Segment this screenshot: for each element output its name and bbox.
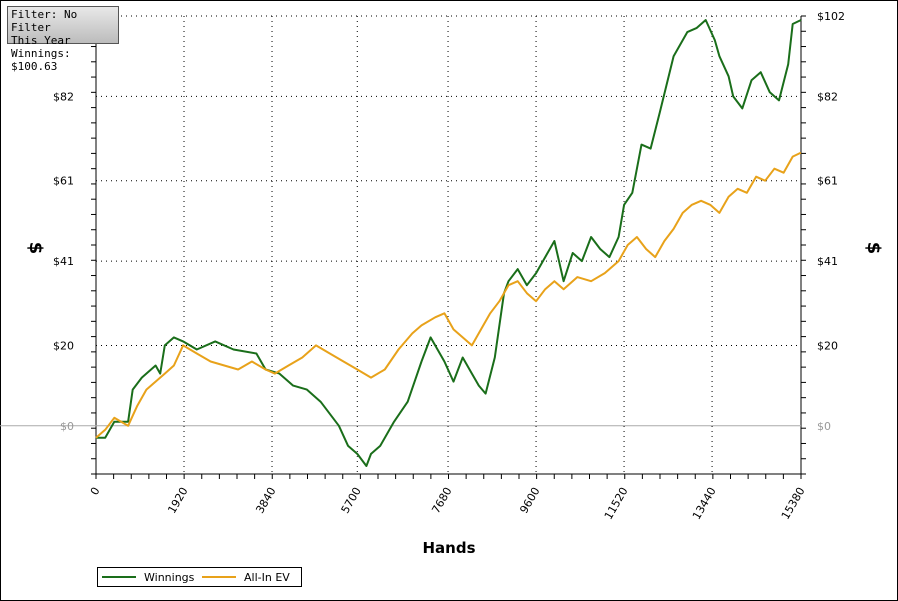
legend-item-winnings: Winnings xyxy=(102,570,194,584)
y-tick-label-right: $20 xyxy=(817,339,838,352)
series-line-all-in-ev xyxy=(95,151,802,439)
filter-text: Filter: No Filter xyxy=(11,8,78,34)
y-tick-label-left: $20 xyxy=(53,339,74,352)
x-tick-label: 13440 xyxy=(690,485,719,522)
y-tick-label-right: $102 xyxy=(817,10,845,23)
filter-info-box: Filter: No Filter This Year Winnings: $1… xyxy=(7,6,119,73)
legend-label-ev: All-In EV xyxy=(244,570,290,584)
winnings-text: Winnings: $100.63 xyxy=(11,47,71,73)
y-tick-label-left: $0 xyxy=(60,420,74,433)
y-tick-label-right: $0 xyxy=(817,420,831,433)
y-tick-label-right: $41 xyxy=(817,255,838,268)
legend-swatch-ev xyxy=(202,576,236,578)
period-text: This Year xyxy=(11,34,71,47)
x-tick-label: 3840 xyxy=(253,485,278,516)
y-tick-label-right: $82 xyxy=(817,90,838,103)
y-axis-label-left: $ xyxy=(25,242,46,255)
y-axis-label-right: $ xyxy=(863,242,884,255)
legend-swatch-winnings xyxy=(102,576,136,578)
legend-label-winnings: Winnings xyxy=(144,570,195,584)
x-tick-label: 1920 xyxy=(165,485,190,516)
x-tick-label: 5700 xyxy=(339,485,364,516)
chart-legend: Winnings All-In EV xyxy=(97,567,302,587)
grid-layer xyxy=(0,15,802,475)
y-tick-label-left: $82 xyxy=(53,90,74,103)
series-layer xyxy=(95,19,802,467)
x-tick-label: 0 xyxy=(88,485,103,498)
x-tick-label: 7680 xyxy=(429,485,454,516)
y-tick-label-right: $61 xyxy=(817,175,838,188)
x-tick-label: 11520 xyxy=(602,485,631,522)
tick-layer: $0$0$20$20$41$41$61$61$82$82$102$1020192… xyxy=(46,10,845,522)
label-layer: Hands $ $ xyxy=(25,242,884,557)
x-tick-label: 9600 xyxy=(517,485,542,516)
series-line-winnings xyxy=(96,19,802,467)
x-tick-label: 15380 xyxy=(779,485,808,522)
y-tick-label-left: $61 xyxy=(53,175,74,188)
x-axis-label: Hands xyxy=(422,539,475,557)
legend-item-ev: All-In EV xyxy=(202,570,290,584)
y-tick-label-left: $41 xyxy=(53,255,74,268)
